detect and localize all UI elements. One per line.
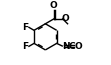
Text: C: C: [68, 42, 75, 51]
Text: F: F: [23, 42, 29, 51]
Text: F: F: [23, 23, 29, 32]
Text: O: O: [74, 42, 82, 51]
Text: O: O: [50, 1, 57, 10]
Text: O: O: [62, 14, 70, 23]
Text: N: N: [62, 42, 70, 51]
